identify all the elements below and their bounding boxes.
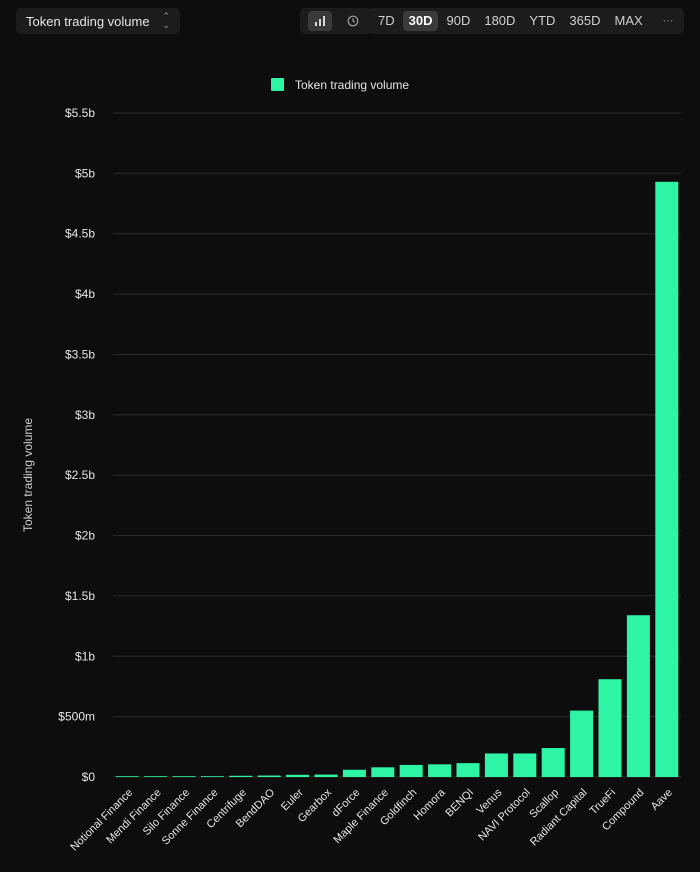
legend-swatch bbox=[271, 78, 284, 91]
more-options-button[interactable]: ··· bbox=[652, 8, 684, 34]
y-axis-label: Token trading volume bbox=[21, 418, 35, 532]
bar[interactable] bbox=[456, 763, 480, 777]
range-button-180d[interactable]: 180D bbox=[484, 13, 516, 28]
range-button-max[interactable]: MAX bbox=[614, 13, 643, 28]
bar[interactable] bbox=[570, 710, 594, 777]
x-tick-label: Aave bbox=[649, 787, 675, 813]
chevron-updown-icon: ⌃ ⌄ bbox=[162, 11, 170, 30]
bar-chart-icon bbox=[314, 16, 325, 26]
bar[interactable] bbox=[371, 767, 395, 777]
y-tick-label: $1b bbox=[75, 649, 95, 663]
range-button-ytd[interactable]: YTD bbox=[529, 13, 556, 28]
y-tick-label: $1.5b bbox=[65, 589, 95, 603]
clock-icon bbox=[347, 15, 358, 27]
y-tick-label: $0 bbox=[82, 770, 96, 784]
y-tick-label: $4b bbox=[75, 287, 95, 301]
bar[interactable] bbox=[655, 181, 679, 777]
bar[interactable] bbox=[257, 775, 281, 777]
time-range-selector: 7D 30D 90D 180D YTD 365D MAX bbox=[368, 8, 658, 34]
bar-chart: Token trading volume Token trading volume… bbox=[21, 78, 681, 854]
y-tick-label: $5.5b bbox=[65, 106, 95, 120]
y-tick-label: $3b bbox=[75, 408, 95, 422]
bar[interactable] bbox=[115, 776, 139, 777]
y-tick-label: $3.5b bbox=[65, 347, 95, 361]
range-button-365d[interactable]: 365D bbox=[569, 13, 601, 28]
y-tick-label: $4.5b bbox=[65, 227, 95, 241]
y-tick-label: $2.5b bbox=[65, 468, 95, 482]
more-label: ··· bbox=[662, 15, 674, 27]
chart-type-toggle bbox=[300, 8, 372, 34]
metric-select[interactable]: Token trading volume ⌃ ⌄ bbox=[16, 8, 180, 34]
x-tick-label: NAVI Protocol bbox=[476, 787, 533, 844]
legend-label: Token trading volume bbox=[295, 78, 409, 92]
bar[interactable] bbox=[598, 679, 622, 777]
bar[interactable] bbox=[484, 753, 508, 777]
time-chart-button[interactable] bbox=[341, 11, 365, 31]
range-button-7d[interactable]: 7D bbox=[378, 13, 395, 28]
y-tick-label: $2b bbox=[75, 529, 95, 543]
bar[interactable] bbox=[513, 753, 537, 777]
bar[interactable] bbox=[399, 764, 423, 777]
bar[interactable] bbox=[342, 769, 366, 777]
bar[interactable] bbox=[626, 615, 650, 777]
range-button-90d[interactable]: 90D bbox=[446, 13, 471, 28]
metric-select-label: Token trading volume bbox=[26, 13, 150, 29]
toolbar: Token trading volume ⌃ ⌄ 7D 30D 90D 180D YTD 3… bbox=[16, 8, 684, 34]
bar[interactable] bbox=[428, 764, 452, 777]
x-tick-label: BENQI bbox=[443, 787, 476, 820]
y-tick-label: $500m bbox=[58, 710, 95, 724]
bar[interactable] bbox=[286, 774, 310, 777]
bar-chart-button[interactable] bbox=[307, 11, 332, 31]
bar[interactable] bbox=[144, 776, 168, 777]
bar[interactable] bbox=[541, 748, 565, 777]
range-button-30d[interactable]: 30D bbox=[402, 11, 439, 31]
bar[interactable] bbox=[172, 776, 196, 777]
bar[interactable] bbox=[314, 774, 338, 777]
chart-panel: Token trading volume Token trading volume… bbox=[0, 48, 700, 872]
bar[interactable] bbox=[200, 776, 224, 777]
bar[interactable] bbox=[229, 775, 253, 777]
y-tick-label: $5b bbox=[75, 166, 95, 180]
x-tick-label: Homora bbox=[412, 786, 449, 823]
